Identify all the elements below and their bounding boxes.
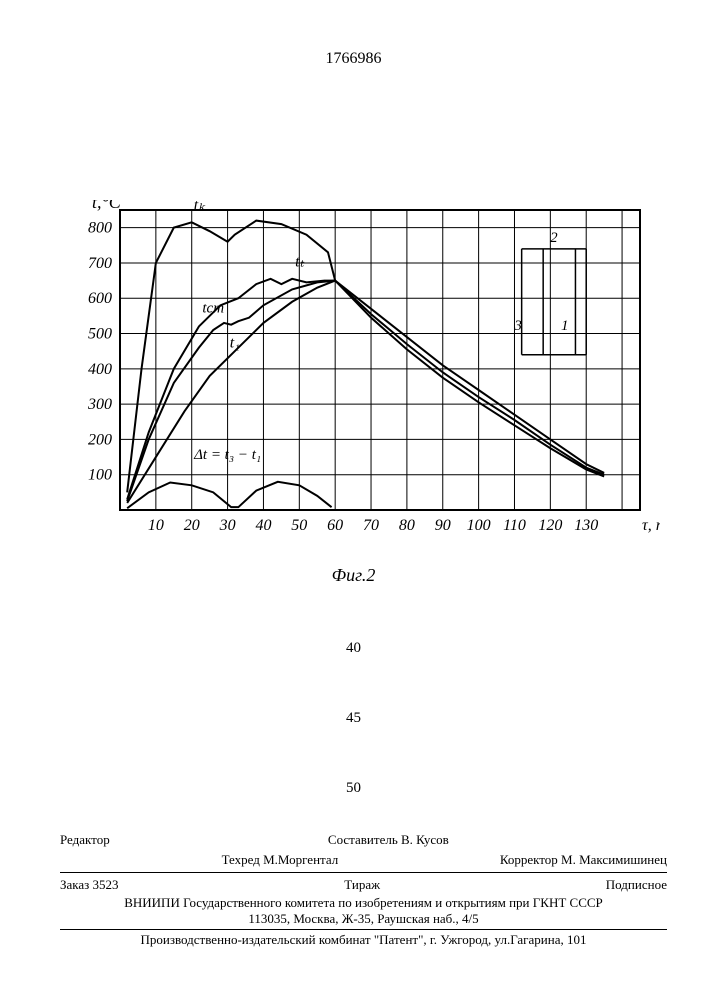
credits-row-1: Редактор Составитель В. Кусов (60, 830, 667, 850)
svg-text:100: 100 (88, 467, 112, 484)
svg-text:t,°C: t,°C (92, 200, 122, 212)
compiler: Составитель В. Кусов (328, 832, 449, 848)
svg-text:20: 20 (184, 517, 200, 534)
svg-text:400: 400 (88, 361, 112, 378)
svg-text:100: 100 (467, 517, 491, 534)
svg-text:40: 40 (255, 517, 271, 534)
svg-text:130: 130 (574, 517, 598, 534)
svg-text:tcm: tcm (202, 300, 224, 316)
order-row: Заказ 3523 Тираж Подписное (60, 875, 667, 895)
document-number: 1766986 (0, 50, 707, 68)
chart-figure-2: 100 200 300 400 500 600 700 800 t,°C 10 20 30 40 50 60… (70, 200, 660, 560)
credits-row-2: Техред М.Моргентал Корректор М. Максимиш… (60, 850, 667, 870)
address-1: 113035, Москва, Ж-35, Раушская наб., 4/5 (60, 911, 667, 927)
tirage-label: Тираж (344, 877, 380, 893)
order-number: Заказ 3523 (60, 877, 119, 893)
svg-text:1: 1 (561, 318, 569, 334)
imprint-block: Редактор Составитель В. Кусов Техред М.М… (60, 830, 667, 948)
editor-label: Редактор (60, 832, 110, 848)
svg-text:τ, r: τ, r (642, 517, 660, 534)
separator (60, 872, 667, 873)
subscription-label: Подписное (606, 877, 667, 893)
svg-text:500: 500 (88, 326, 112, 343)
svg-text:800: 800 (88, 220, 112, 237)
svg-text:t₁: t₁ (230, 335, 240, 352)
svg-text:70: 70 (363, 517, 379, 534)
chart-svg: 100 200 300 400 500 600 700 800 t,°C 10 20 30 40 50 60… (70, 200, 660, 560)
svg-text:tₖ: tₖ (194, 200, 206, 214)
para-num: 40 (0, 640, 707, 657)
svg-text:30: 30 (219, 517, 236, 534)
svg-text:90: 90 (435, 517, 451, 534)
figure-caption: Фиг.2 (0, 565, 707, 586)
svg-text:10: 10 (148, 517, 164, 534)
svg-text:3: 3 (513, 318, 522, 334)
svg-text:tₜ: tₜ (295, 253, 304, 270)
corrector: Корректор М. Максимишинец (500, 852, 667, 868)
techred: Техред М.Моргентал (222, 852, 339, 868)
address-2: Производственно-издательский комбинат "П… (60, 932, 667, 948)
para-num: 45 (0, 710, 707, 727)
svg-text:600: 600 (88, 290, 112, 307)
svg-text:60: 60 (327, 517, 343, 534)
svg-text:110: 110 (503, 517, 526, 534)
separator (60, 929, 667, 930)
svg-text:200: 200 (88, 431, 112, 448)
svg-text:Δt = t₃ − t₁: Δt = t₃ − t₁ (193, 447, 261, 463)
svg-text:300: 300 (87, 396, 112, 413)
org-line: ВНИИПИ Государственного комитета по изоб… (60, 895, 667, 911)
page: 1766986 100 200 300 400 500 600 700 800 t,°C 10 20… (0, 0, 707, 1000)
svg-text:120: 120 (538, 517, 562, 534)
para-num: 50 (0, 780, 707, 797)
svg-text:2: 2 (550, 230, 558, 246)
svg-text:50: 50 (291, 517, 307, 534)
svg-text:700: 700 (88, 255, 112, 272)
svg-text:80: 80 (399, 517, 415, 534)
